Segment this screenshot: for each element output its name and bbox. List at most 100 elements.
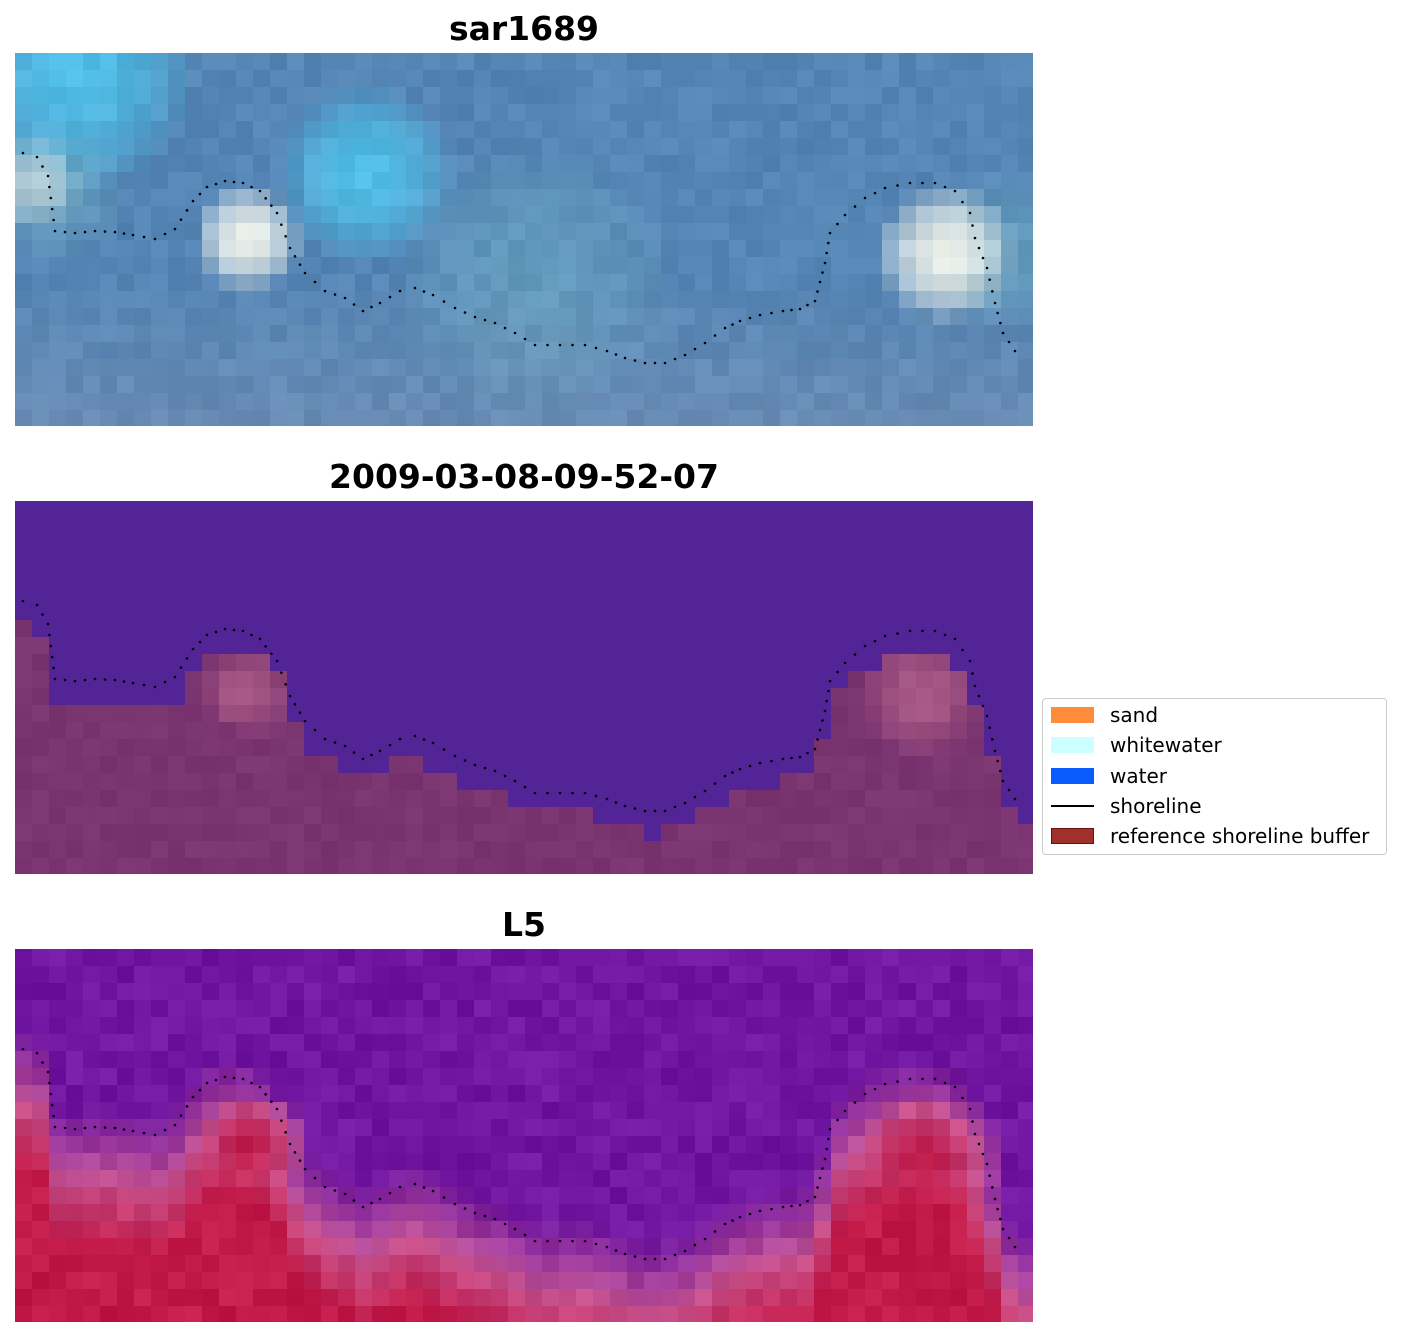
class-pixel bbox=[797, 756, 815, 774]
probability-pixel bbox=[508, 1085, 526, 1103]
class-pixel bbox=[49, 552, 67, 570]
image-pixel bbox=[763, 104, 781, 122]
image-pixel bbox=[848, 308, 866, 326]
shoreline-point bbox=[442, 1196, 446, 1199]
probability-pixel bbox=[355, 1170, 373, 1188]
probability-pixel bbox=[1001, 949, 1019, 967]
shoreline-point bbox=[46, 174, 50, 178]
shoreline-point bbox=[993, 749, 997, 753]
image-pixel bbox=[338, 121, 356, 139]
class-pixel bbox=[66, 518, 84, 536]
probability-pixel bbox=[423, 1272, 441, 1290]
class-pixel bbox=[304, 654, 322, 672]
class-pixel bbox=[763, 739, 781, 757]
shoreline-point bbox=[825, 1147, 828, 1151]
class-pixel bbox=[1001, 858, 1019, 874]
image-pixel bbox=[457, 172, 475, 190]
image-pixel bbox=[219, 257, 237, 275]
probability-pixel bbox=[219, 1187, 237, 1205]
class-pixel bbox=[712, 569, 730, 587]
class-pixel bbox=[763, 637, 781, 655]
shoreline-point bbox=[191, 1095, 195, 1099]
image-pixel bbox=[355, 87, 373, 105]
probability-pixel bbox=[423, 1000, 441, 1018]
class-pixel bbox=[168, 637, 186, 655]
probability-pixel bbox=[984, 1272, 1002, 1290]
image-pixel bbox=[780, 240, 798, 258]
class-pixel bbox=[712, 790, 730, 808]
class-pixel bbox=[610, 654, 628, 672]
probability-pixel bbox=[457, 1068, 475, 1086]
class-pixel bbox=[831, 535, 849, 553]
probability-pixel bbox=[712, 1255, 730, 1273]
image-pixel bbox=[848, 342, 866, 360]
class-pixel bbox=[899, 722, 917, 740]
image-pixel bbox=[15, 274, 33, 292]
probability-pixel bbox=[729, 1204, 747, 1222]
shoreline-point bbox=[50, 207, 54, 211]
image-pixel bbox=[848, 325, 866, 343]
class-pixel bbox=[236, 620, 254, 638]
probability-pixel bbox=[525, 1204, 543, 1222]
probability-pixel bbox=[83, 1000, 101, 1018]
probability-pixel bbox=[168, 1306, 186, 1322]
probability-pixel bbox=[117, 1051, 135, 1069]
class-pixel bbox=[168, 756, 186, 774]
probability-pixel bbox=[508, 966, 526, 984]
class-pixel bbox=[15, 518, 33, 536]
image-pixel bbox=[202, 155, 220, 173]
class-pixel bbox=[321, 773, 339, 791]
probability-pixel bbox=[746, 1051, 764, 1069]
image-pixel bbox=[49, 291, 67, 309]
shoreline-point bbox=[798, 307, 802, 311]
class-pixel bbox=[712, 603, 730, 621]
probability-pixel bbox=[746, 1289, 764, 1307]
probability-pixel bbox=[321, 1085, 339, 1103]
class-pixel bbox=[559, 807, 577, 825]
image-pixel bbox=[389, 257, 407, 275]
probability-pixel bbox=[831, 1255, 849, 1273]
class-pixel bbox=[32, 841, 50, 859]
probability-pixel bbox=[593, 1068, 611, 1086]
probability-pixel bbox=[151, 1289, 169, 1307]
image-pixel bbox=[389, 359, 407, 377]
image-pixel bbox=[678, 257, 696, 275]
probability-pixel bbox=[185, 1017, 203, 1035]
image-pixel bbox=[338, 257, 356, 275]
probability-pixel bbox=[151, 1085, 169, 1103]
image-pixel bbox=[678, 206, 696, 224]
class-pixel bbox=[474, 637, 492, 655]
class-pixel bbox=[695, 756, 713, 774]
image-pixel bbox=[168, 325, 186, 343]
probability-pixel bbox=[440, 1238, 458, 1256]
image-pixel bbox=[236, 206, 254, 224]
class-pixel bbox=[117, 722, 135, 740]
probability-pixel bbox=[916, 1000, 934, 1018]
class-pixel bbox=[610, 824, 628, 842]
class-pixel bbox=[202, 569, 220, 587]
shoreline-point bbox=[693, 347, 697, 351]
probability-pixel bbox=[49, 966, 67, 984]
class-pixel bbox=[627, 841, 645, 859]
shoreline-point bbox=[523, 337, 527, 341]
image-pixel bbox=[508, 189, 526, 207]
image-pixel bbox=[1001, 121, 1019, 139]
class-pixel bbox=[899, 671, 917, 689]
class-pixel bbox=[678, 807, 696, 825]
probability-pixel bbox=[729, 949, 747, 967]
class-pixel bbox=[729, 790, 747, 808]
probability-pixel bbox=[423, 1102, 441, 1120]
shoreline-point bbox=[713, 1230, 717, 1233]
image-pixel bbox=[661, 53, 679, 71]
probability-pixel bbox=[678, 1238, 696, 1256]
image-pixel bbox=[117, 172, 135, 190]
class-pixel bbox=[491, 790, 509, 808]
probability-pixel bbox=[678, 1221, 696, 1239]
probability-pixel bbox=[508, 1136, 526, 1154]
image-pixel bbox=[729, 359, 747, 377]
probability-pixel bbox=[746, 1102, 764, 1120]
probability-pixel bbox=[372, 1255, 390, 1273]
class-pixel bbox=[236, 756, 254, 774]
image-pixel bbox=[253, 206, 271, 224]
probability-pixel bbox=[865, 966, 883, 984]
